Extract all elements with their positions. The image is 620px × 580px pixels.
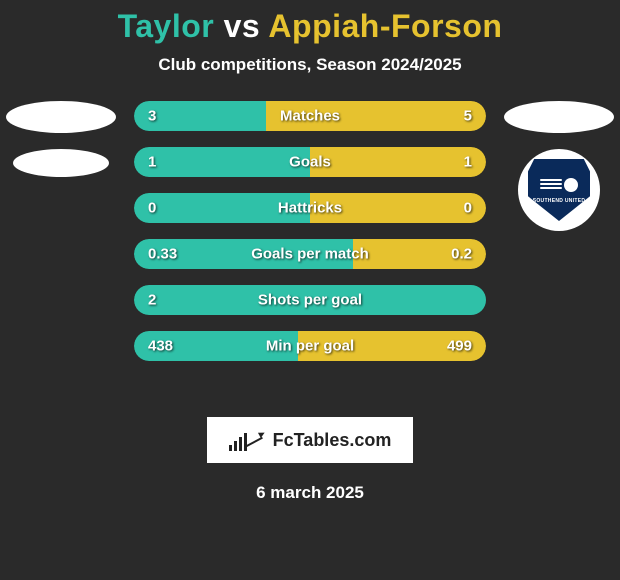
stat-bar-row: Goals 1 1 [134, 147, 486, 177]
crest-shield: SOUTHEND UNITED [528, 159, 590, 221]
stat-bar-left-value: 0.33 [148, 246, 177, 263]
stat-bar-right-value: 0.2 [451, 246, 472, 263]
page-title: Taylor vs Appiah-Forson [0, 8, 620, 45]
stat-bar-left-value: 1 [148, 154, 156, 171]
vs-text: vs [224, 8, 261, 44]
stat-bar-row: Goals per match 0.33 0.2 [134, 239, 486, 269]
stat-bar-label: Hattricks [278, 200, 342, 217]
stat-bar-row: Min per goal 438 499 [134, 331, 486, 361]
stat-bar-row: Matches 3 5 [134, 101, 486, 131]
fctables-logo: FcTables.com [207, 417, 413, 463]
stat-bar-right-value: 5 [464, 108, 472, 125]
comparison-card: Taylor vs Appiah-Forson Club competition… [0, 0, 620, 503]
stat-bar-row: Hattricks 0 0 [134, 193, 486, 223]
player2-badges: SOUTHEND UNITED [504, 101, 614, 231]
player1-name: Taylor [118, 8, 215, 44]
stat-bar-label: Min per goal [266, 338, 354, 355]
player2-club-crest: SOUTHEND UNITED [518, 149, 600, 231]
stat-bar-right-value: 0 [464, 200, 472, 217]
stat-bar-label: Goals per match [251, 246, 369, 263]
generated-date: 6 march 2025 [0, 483, 620, 503]
logo-arrow-icon [247, 429, 267, 451]
stat-bar-label: Goals [289, 154, 331, 171]
stat-bar-row: Shots per goal 2 [134, 285, 486, 315]
player1-photo-placeholder [6, 101, 116, 133]
subtitle: Club competitions, Season 2024/2025 [0, 55, 620, 75]
player2-photo-placeholder [504, 101, 614, 133]
logo-bars-icon [229, 429, 247, 451]
crest-text: SOUTHEND UNITED [533, 198, 586, 204]
stat-bar-left-value: 2 [148, 292, 156, 309]
crest-waves-icon [540, 179, 562, 191]
player1-badges [6, 101, 116, 177]
stat-bar-left-value: 3 [148, 108, 156, 125]
stat-bar-label: Shots per goal [258, 292, 362, 309]
crest-ball-icon [564, 178, 578, 192]
stat-bar-left-value: 438 [148, 338, 173, 355]
player2-name: Appiah-Forson [268, 8, 502, 44]
logo-text: FcTables.com [273, 430, 392, 451]
stat-bar-label: Matches [280, 108, 340, 125]
crest-graphic [533, 176, 585, 194]
stat-bar-left-value: 0 [148, 200, 156, 217]
stat-bars: Matches 3 5 Goals 1 1 Hattricks 0 0 Goals per mat… [134, 101, 486, 361]
comparison-body: SOUTHEND UNITED Matches 3 5 Goals 1 1 Hattrick… [0, 101, 620, 401]
stat-bar-left-fill [134, 147, 310, 177]
player1-club-placeholder [13, 149, 109, 177]
stat-bar-right-fill [310, 147, 486, 177]
stat-bar-right-value: 499 [447, 338, 472, 355]
stat-bar-right-value: 1 [464, 154, 472, 171]
